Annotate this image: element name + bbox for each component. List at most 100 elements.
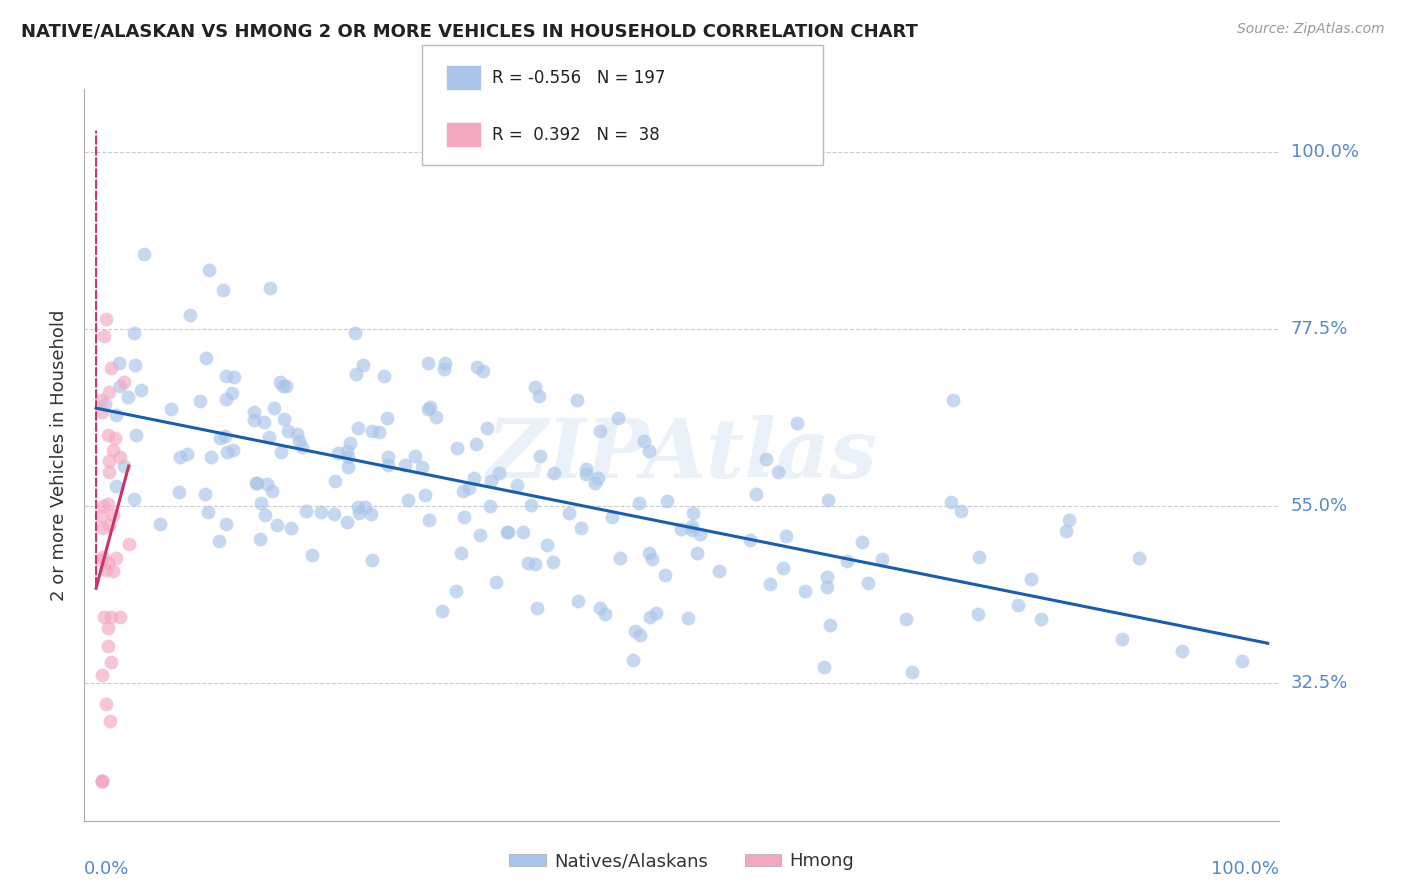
Text: 32.5%: 32.5% (1291, 674, 1348, 692)
Point (686, 546, 709, 560)
Y-axis label: 2 or more Vehicles in Household: 2 or more Vehicles in Household (49, 310, 67, 600)
Point (637, 546, 659, 560)
Point (628, 496, 651, 510)
Point (97, 385, 120, 400)
Point (543, 466, 565, 480)
Text: 0.0%: 0.0% (84, 860, 129, 878)
Point (583, 476, 606, 491)
Point (277, 424, 299, 438)
Point (1029, 612, 1052, 626)
Point (641, 552, 664, 566)
Point (97, 517, 120, 532)
Point (260, 483, 283, 498)
Point (360, 508, 382, 522)
Point (654, 567, 676, 582)
Point (896, 612, 918, 626)
Point (655, 494, 678, 508)
Point (101, 508, 124, 522)
Point (208, 533, 231, 548)
Point (600, 510, 623, 524)
Point (266, 517, 288, 532)
Text: 100.0%: 100.0% (1212, 860, 1279, 878)
Point (450, 546, 472, 560)
Text: R =  0.392   N =  38: R = 0.392 N = 38 (492, 126, 659, 144)
Point (794, 583, 817, 598)
Point (394, 458, 416, 472)
Point (323, 474, 346, 488)
Point (269, 375, 291, 389)
Point (301, 548, 323, 562)
Point (352, 359, 374, 373)
Point (276, 379, 298, 393)
Point (124, 358, 146, 372)
Point (100, 361, 122, 376)
Point (1019, 572, 1042, 586)
Point (1171, 644, 1194, 658)
Point (242, 413, 264, 427)
Point (377, 450, 399, 465)
Point (589, 424, 612, 438)
Point (451, 483, 474, 498)
Point (122, 491, 145, 506)
Point (682, 506, 704, 520)
Point (246, 476, 269, 491)
Point (112, 458, 135, 473)
Point (104, 550, 127, 565)
Point (740, 533, 762, 548)
Point (506, 478, 529, 492)
Point (188, 393, 211, 408)
Point (221, 385, 243, 400)
Point (755, 452, 778, 467)
Point (280, 520, 302, 534)
Point (967, 550, 990, 565)
Point (124, 427, 146, 442)
Point (524, 557, 547, 571)
Point (941, 495, 963, 509)
Point (633, 434, 655, 448)
Point (347, 500, 370, 514)
Point (567, 393, 589, 408)
Point (273, 412, 295, 426)
Text: R = -0.556   N = 197: R = -0.556 N = 197 (492, 69, 665, 87)
Point (817, 493, 839, 508)
Point (396, 493, 419, 508)
Point (252, 415, 274, 429)
Point (132, 247, 155, 261)
Point (529, 389, 551, 403)
Point (1230, 653, 1253, 667)
Point (160, 402, 183, 417)
Point (453, 510, 475, 524)
Point (418, 401, 440, 416)
Point (148, 516, 170, 531)
Point (606, 411, 628, 425)
Point (91, 521, 114, 535)
Point (495, 524, 517, 539)
Point (624, 624, 647, 639)
Point (295, 504, 318, 518)
Point (122, 326, 145, 340)
Point (942, 392, 965, 407)
Point (676, 611, 699, 625)
Point (526, 601, 548, 615)
Point (709, 565, 731, 579)
Point (609, 551, 631, 566)
Point (90, 774, 112, 789)
Point (94, 697, 117, 711)
Point (900, 665, 922, 679)
Point (93, 329, 115, 343)
Point (595, 607, 617, 622)
Point (285, 427, 308, 442)
Point (200, 450, 222, 465)
Point (344, 326, 367, 340)
Point (336, 515, 359, 529)
Point (108, 356, 131, 370)
Point (212, 283, 235, 297)
Point (194, 486, 217, 500)
Point (117, 390, 139, 404)
Point (638, 444, 661, 458)
Point (118, 537, 141, 551)
Point (1111, 632, 1133, 647)
Point (100, 655, 122, 669)
Point (524, 380, 547, 394)
Point (373, 369, 395, 384)
